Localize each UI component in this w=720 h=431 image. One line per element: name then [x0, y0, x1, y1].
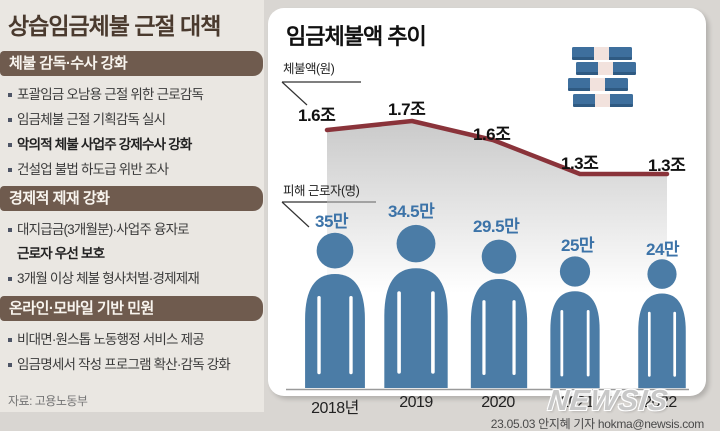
section-sanctions: 경제적 제재 강화 대지급금(3개월분)·사업주 융자로 근로자 우선 보호 3…	[0, 186, 264, 291]
chart-title: 임금체불액 추이	[286, 24, 427, 49]
section-inspection: 체불 감독·수사 강화 포괄임금 오남용 근절 위한 근로감독 임금체불 근절 …	[0, 51, 264, 182]
bullet-icon	[8, 118, 12, 122]
newsis-logo: NEWSIS	[546, 385, 671, 417]
amount-label-2018: 1.6조	[298, 106, 336, 125]
section-header: 온라인·모바일 기반 민원	[0, 296, 263, 321]
panel-title: 상습임금체불 근절 대책	[8, 13, 221, 39]
bullet-icon	[8, 363, 12, 367]
bullet-icon	[8, 93, 12, 97]
worker-label-2018: 35만	[315, 212, 349, 231]
year-label-2021: 2021	[560, 394, 594, 411]
worker-label-2022: 24만	[646, 240, 680, 259]
bullet-icon	[8, 168, 12, 172]
worker-label-2020: 29.5만	[473, 217, 520, 236]
amount-label-2022: 1.3조	[648, 156, 686, 175]
worker-label-2019: 34.5만	[388, 202, 435, 221]
policy-item: 비대면·원스톱 노동행정 서비스 제공	[0, 327, 264, 352]
wage-arrears-chart	[281, 47, 689, 391]
year-label-2022: 2022	[643, 394, 677, 411]
chart-card: 임금체불액 추이	[268, 8, 706, 417]
worker-label-2021: 25만	[561, 236, 595, 255]
year-label-2020: 2020	[481, 394, 515, 411]
section-items: 포괄임금 오남용 근절 위한 근로감독 임금체불 근절 기획감독 실시 악의적 …	[0, 82, 264, 182]
section-header: 체불 감독·수사 강화	[0, 51, 263, 76]
policy-item: 임금체불 근절 기획감독 실시	[0, 107, 264, 132]
data-source: 자료: 고용노동부	[8, 394, 88, 408]
bullet-icon	[8, 277, 12, 281]
reporter-credit: 23.05.03 안지혜 기자 hokma@newsis.com	[490, 417, 705, 431]
policy-item: 3개월 이상 체불 형사처벌·경제제재	[0, 266, 264, 291]
year-label-2019: 2019	[399, 394, 433, 411]
policy-item: 포괄임금 오남용 근절 위한 근로감독	[0, 82, 264, 107]
amount-label-2021: 1.3조	[561, 154, 599, 173]
bullet-icon	[8, 338, 12, 342]
bullet-icon	[8, 143, 12, 147]
arrears-line	[324, 118, 670, 177]
year-label-2018: 2018년	[311, 400, 359, 417]
section-items: 대지급금(3개월분)·사업주 융자로 근로자 우선 보호 3개월 이상 체불 형…	[0, 217, 264, 291]
policy-item: 건설업 불법 하도급 위반 조사	[0, 157, 264, 182]
money-stack-icon	[568, 47, 636, 107]
section-header: 경제적 제재 강화	[0, 186, 263, 211]
section-items: 비대면·원스톱 노동행정 서비스 제공 임금명세서 작성 프로그램 확산·감독 …	[0, 327, 264, 377]
policy-item: 악의적 체불 사업주 강제수사 강화	[0, 132, 264, 157]
amount-label-2020: 1.6조	[473, 125, 511, 144]
policy-panel: 상습임금체불 근절 대책 체불 감독·수사 강화 포괄임금 오남용 근절 위한 …	[0, 0, 264, 412]
amount-label-2019: 1.7조	[388, 100, 426, 119]
bullet-icon	[8, 228, 12, 232]
policy-item-line2: 근로자 우선 보호	[17, 246, 105, 261]
section-online: 온라인·모바일 기반 민원 비대면·원스톱 노동행정 서비스 제공 임금명세서 …	[0, 296, 264, 377]
policy-item: 대지급금(3개월분)·사업주 융자로	[0, 217, 264, 242]
series-label-arrears: 체불액(원)	[283, 62, 335, 76]
policy-item: 임금명세서 작성 프로그램 확산·감독 강화	[0, 352, 264, 377]
series-label-workers: 피해 근로자(명)	[283, 184, 360, 198]
